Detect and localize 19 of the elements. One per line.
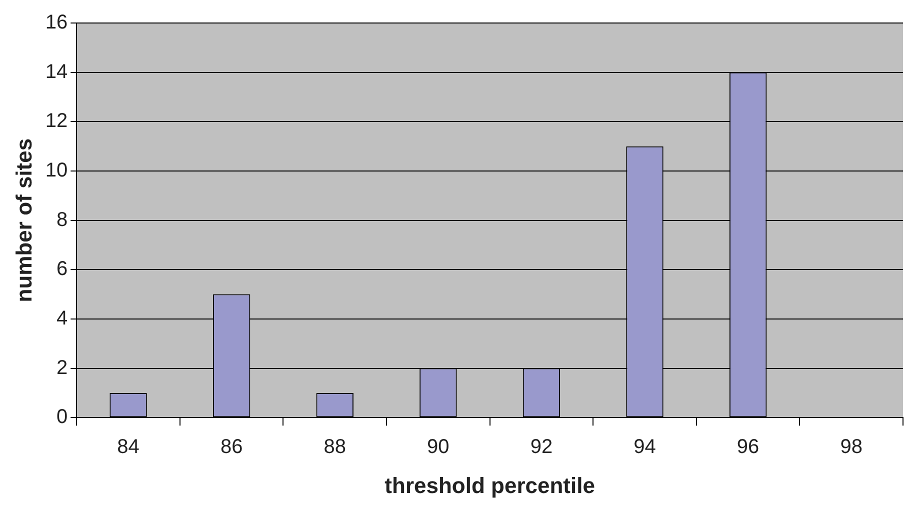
y-tick-label: 10	[45, 159, 68, 182]
x-tick-label: 98	[840, 436, 862, 458]
y-tick-label: 16	[45, 12, 68, 34]
y-tick-label: 6	[56, 258, 68, 280]
y-tick-label: 14	[45, 60, 68, 83]
y-tick-label: 8	[56, 208, 68, 231]
y-tick-label: 2	[56, 356, 68, 379]
x-tick-label: 90	[427, 436, 450, 458]
y-axis-title: number of sites	[11, 138, 36, 302]
y-tick-label: 12	[45, 110, 68, 132]
x-tick-label: 92	[530, 436, 553, 458]
x-axis-title: threshold percentile	[384, 472, 595, 498]
x-tick-label: 86	[220, 436, 243, 458]
x-tick-label: 96	[736, 436, 760, 458]
x-tick-label: 94	[634, 436, 656, 458]
y-tick-label: 4	[56, 307, 68, 330]
x-tick-label: 84	[117, 436, 140, 458]
y-tick-label: 0	[56, 406, 68, 428]
x-tick-label: 88	[324, 436, 346, 458]
